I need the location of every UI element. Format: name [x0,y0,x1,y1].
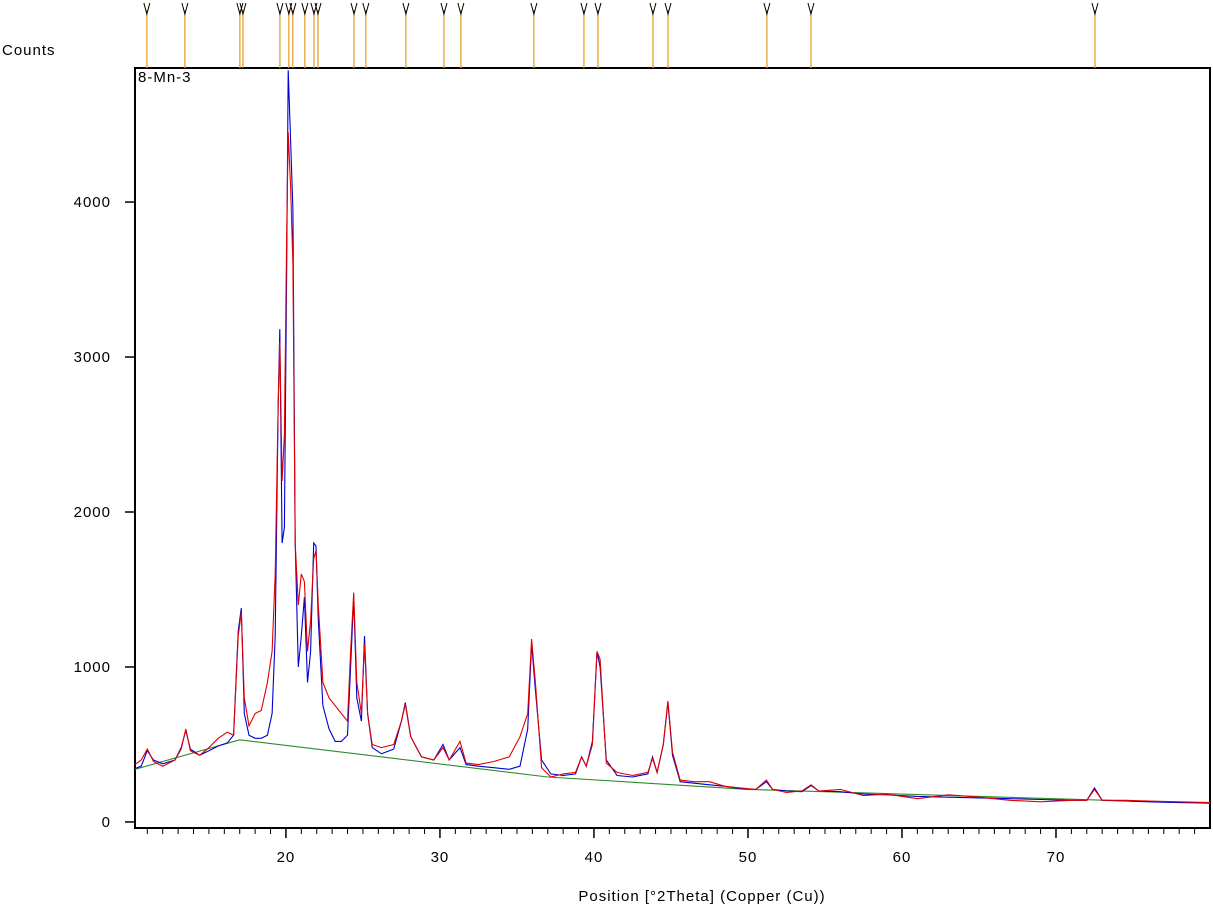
reference-peak-symbol [402,2,410,16]
reference-peak-symbol [181,2,189,16]
reference-peak-symbol [301,2,309,16]
series-line [134,70,1210,804]
reference-peak-symbol [649,2,657,16]
reference-peak-symbol [314,2,322,16]
y-tick-label: 1000 [74,659,111,676]
y-axis-label: Counts [2,42,56,59]
x-tick-label: 50 [739,849,758,866]
reference-peak-symbol [594,2,602,16]
reference-peak-symbol [289,2,297,16]
series-line [134,132,1211,804]
reference-peak-symbol [1091,2,1099,16]
reference-peak-symbol [362,2,370,16]
reference-peak-symbol [143,2,151,16]
y-tick-label: 2000 [74,504,111,521]
reference-peak-symbol [440,2,448,16]
y-tick-label: 4000 [74,194,111,211]
reference-peak-symbol [664,2,672,16]
sample-label: 8-Mn-3 [138,69,192,86]
reference-peak-symbol [236,2,244,16]
reference-peak-symbol [763,2,771,16]
plot-frame [134,67,1211,829]
x-tick-label: 20 [277,849,296,866]
x-axis-label: Position [°2Theta] (Copper (Cu)) [578,888,825,905]
series-line [134,739,1211,804]
reference-peak-symbol [239,2,247,16]
x-tick-label: 40 [585,849,604,866]
reference-peak-symbol [530,2,538,16]
x-tick-label: 30 [431,849,450,866]
reference-peak-symbol [350,2,358,16]
y-tick-label: 3000 [74,349,111,366]
y-tick-label: 0 [102,814,111,831]
x-tick-label: 60 [893,849,912,866]
reference-peak-symbol [807,2,815,16]
reference-peak-symbol [457,2,465,16]
reference-peak-symbol [276,2,284,16]
reference-peak-symbol [580,2,588,16]
x-tick-label: 70 [1047,849,1066,866]
